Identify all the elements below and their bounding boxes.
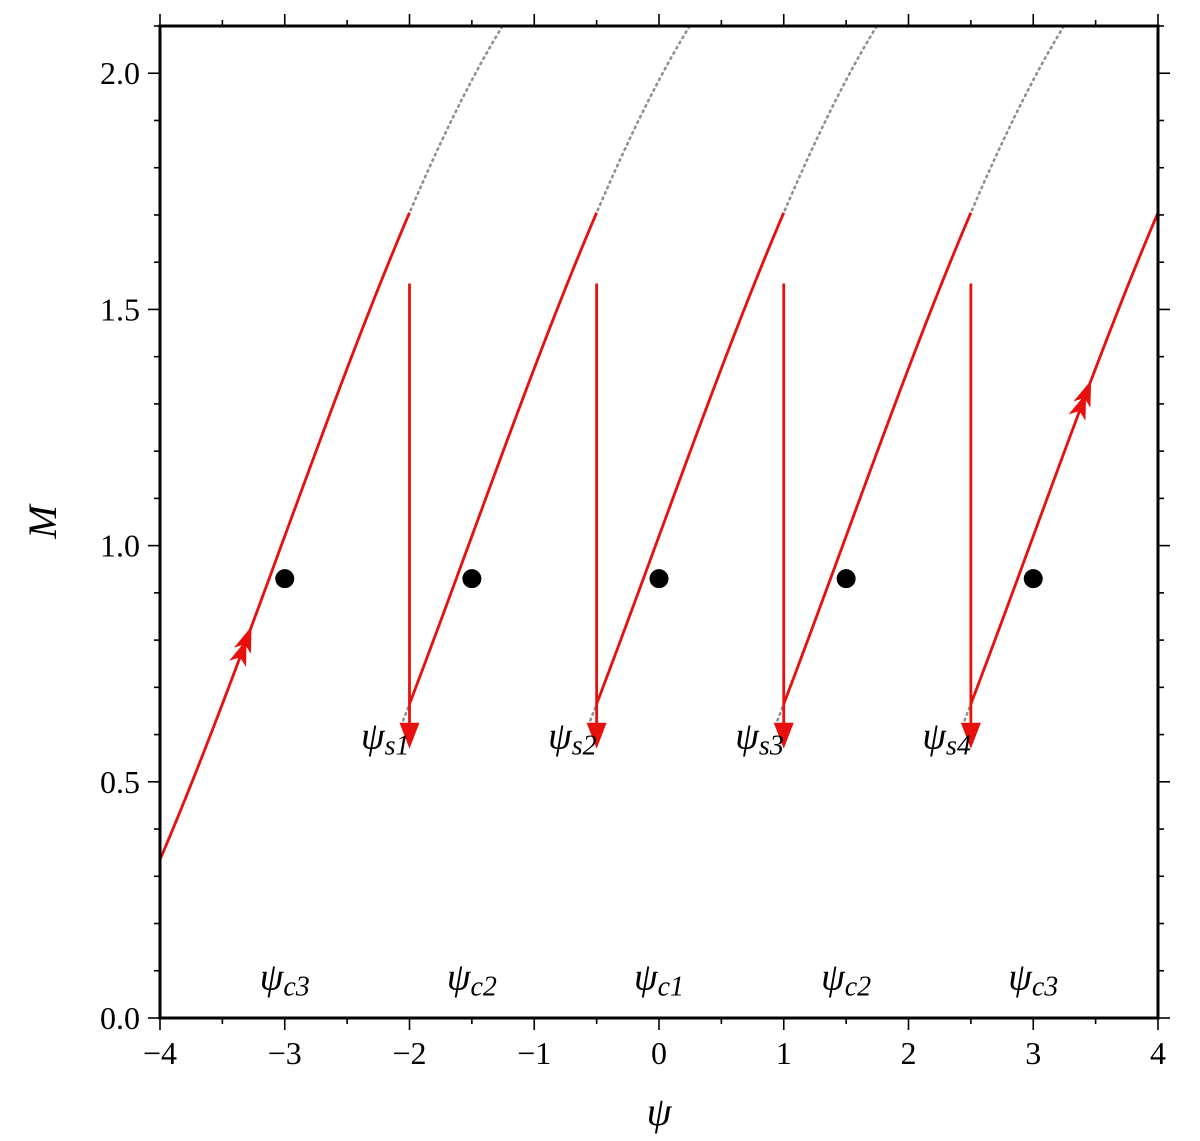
data-point-3 bbox=[649, 569, 669, 589]
x-axis-label: ψ bbox=[647, 1089, 673, 1134]
red-path-segment-3 bbox=[595, 212, 786, 705]
path-direction-arrow-2 bbox=[1068, 380, 1092, 421]
red-drop-arrowhead-2 bbox=[586, 722, 607, 749]
path-direction-arrowtail-1 bbox=[229, 639, 247, 668]
red-path-segment-4 bbox=[782, 212, 973, 705]
annotation-psi-c2: ψc2 bbox=[821, 957, 871, 1003]
path-direction-arrowhead-2 bbox=[1073, 380, 1092, 408]
path-direction-arrowhead-1 bbox=[234, 626, 252, 654]
x-tick-label: 0 bbox=[651, 1035, 667, 1071]
plot-frame bbox=[158, 24, 1160, 1020]
annotation-subscript: c2 bbox=[470, 972, 496, 1003]
x-tick-label: −1 bbox=[517, 1035, 551, 1071]
red-path-segment-1 bbox=[160, 212, 411, 861]
annotation-subscript: s1 bbox=[385, 731, 410, 762]
annotation-subscript: c1 bbox=[658, 972, 684, 1003]
annotation-psi-c1: ψc1 bbox=[634, 957, 684, 1003]
red-drop-arrowhead-3 bbox=[773, 722, 794, 749]
annotation-base: ψ bbox=[1008, 957, 1033, 999]
annotation-base: ψ bbox=[260, 957, 285, 999]
annotation-subscript: c3 bbox=[283, 972, 309, 1003]
y-tick-label: 1.0 bbox=[100, 528, 140, 564]
annotation-subscript: c3 bbox=[1032, 972, 1058, 1003]
y-tick-label: 0.5 bbox=[100, 764, 140, 800]
x-tick-label: 2 bbox=[901, 1035, 917, 1071]
annotation-base: ψ bbox=[735, 716, 760, 758]
dotted-branches bbox=[214, 26, 1158, 722]
data-point-4 bbox=[836, 569, 856, 589]
annotation-psi-s1: ψs1 bbox=[361, 716, 410, 762]
dotted-branch-4 bbox=[776, 26, 1066, 722]
data-point-5 bbox=[1023, 569, 1043, 589]
red-path bbox=[160, 212, 1158, 861]
annotation-base: ψ bbox=[361, 716, 386, 758]
x-tick-label: 3 bbox=[1025, 1035, 1041, 1071]
x-tick-label: −2 bbox=[392, 1035, 426, 1071]
dotted-branch-3 bbox=[589, 26, 879, 722]
y-tick-label: 0.0 bbox=[100, 1000, 140, 1036]
x-tick-label: −3 bbox=[268, 1035, 302, 1071]
path-direction-arrowtail-2 bbox=[1068, 393, 1087, 421]
annotation-subscript: s3 bbox=[759, 731, 784, 762]
y-tick-label: 1.5 bbox=[100, 291, 140, 327]
data-points bbox=[275, 569, 1043, 589]
annotation-psi-c2: ψc2 bbox=[447, 957, 497, 1003]
y-axis-label: M bbox=[20, 503, 65, 540]
annotation-subscript: s4 bbox=[946, 731, 971, 762]
data-point-1 bbox=[275, 569, 295, 589]
annotation-base: ψ bbox=[634, 957, 659, 999]
x-tick-label: 4 bbox=[1150, 1035, 1166, 1071]
x-tick-label: −4 bbox=[143, 1035, 177, 1071]
dotted-branch-2 bbox=[401, 26, 692, 722]
annotation-psi-c3: ψc3 bbox=[1008, 957, 1058, 1003]
axes: −4 −3 −2 −1 0 1 2 3 4 0.0 0.5 1.0 1.5 2.0 bbox=[100, 14, 1170, 1071]
dotted-branch-1 bbox=[214, 26, 505, 722]
x-tick-label: 1 bbox=[776, 1035, 792, 1071]
path-direction-arrow-1 bbox=[229, 626, 252, 668]
data-point-2 bbox=[462, 569, 482, 589]
annotation-base: ψ bbox=[447, 957, 472, 999]
annotation-psi-s2: ψs2 bbox=[548, 716, 597, 762]
red-path-segment-5 bbox=[969, 212, 1158, 705]
annotation-base: ψ bbox=[922, 716, 947, 758]
annotation-subscript: s2 bbox=[572, 731, 597, 762]
red-drop-arrowhead-4 bbox=[960, 722, 981, 749]
annotation-psi-s4: ψs4 bbox=[922, 716, 971, 762]
annotation-subscript: c2 bbox=[845, 972, 871, 1003]
annotation-base: ψ bbox=[821, 957, 846, 999]
red-path-segment-2 bbox=[408, 212, 598, 705]
red-drop-arrowhead-1 bbox=[399, 722, 420, 749]
annotation-base: ψ bbox=[548, 716, 573, 758]
annotation-psi-c3: ψc3 bbox=[260, 957, 310, 1003]
y-tick-label: 2.0 bbox=[100, 55, 140, 91]
annotation-psi-s3: ψs3 bbox=[735, 716, 784, 762]
